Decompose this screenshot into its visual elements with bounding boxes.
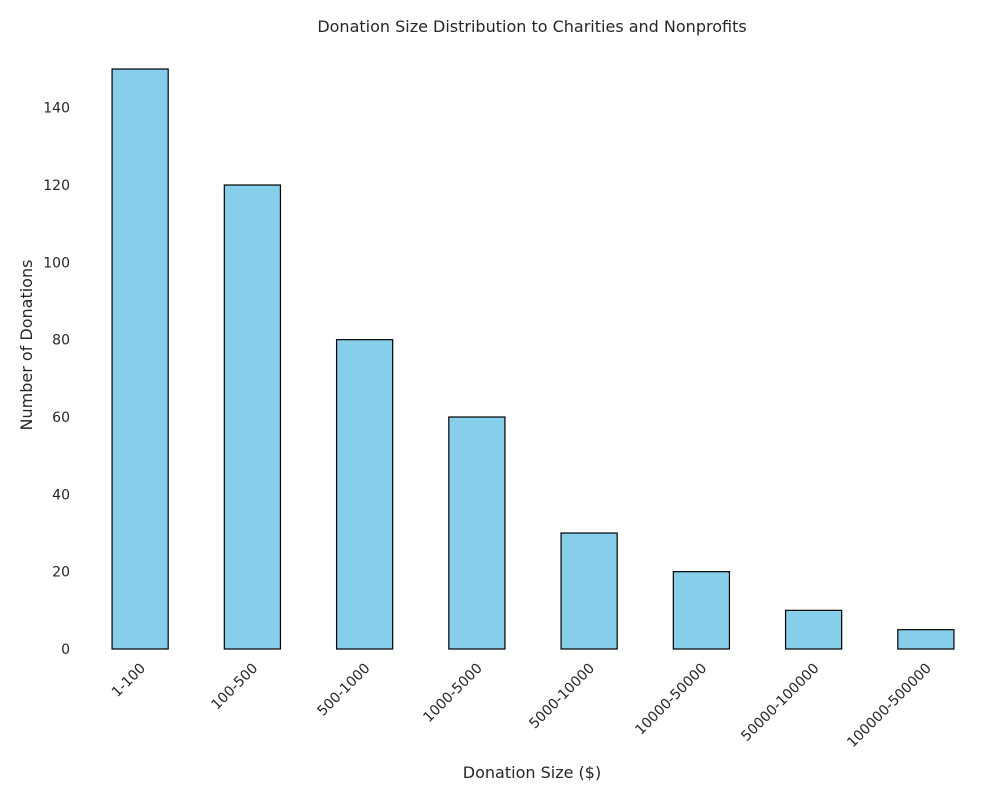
y-tick-label: 0	[61, 642, 70, 658]
bar-10000-50000	[672, 571, 731, 650]
x-tick-label: 500-1000	[314, 661, 373, 720]
x-tick-label: 10000-50000	[632, 661, 710, 739]
x-axis-label: Donation Size ($)	[463, 763, 601, 782]
x-axis-ticks: 1-100 100-500 500-1000 1000-5000 5000-10000 1…	[109, 661, 935, 751]
bar-5000-10000	[560, 532, 618, 650]
y-axis-ticks: 0 20 40 60 80 100 120 140	[43, 101, 70, 658]
bar-500-1000	[335, 339, 394, 650]
y-tick-label: 120	[43, 178, 70, 194]
y-axis-label: Number of Donations	[17, 260, 36, 431]
bar-1000-5000	[448, 416, 506, 650]
bar-100000-500000	[897, 629, 955, 650]
x-tick-label: 100000-500000	[844, 661, 934, 751]
bars-group	[111, 68, 955, 650]
bar-100-500	[223, 184, 282, 650]
chart-title: Donation Size Distribution to Charities …	[317, 17, 746, 36]
y-tick-label: 60	[52, 410, 70, 426]
y-tick-label: 100	[43, 255, 70, 271]
y-tick-label: 20	[52, 565, 70, 581]
x-tick-label: 1-100	[109, 661, 149, 701]
y-tick-label: 80	[52, 333, 70, 349]
x-tick-label: 1000-5000	[420, 661, 485, 726]
x-tick-label: 5000-10000	[526, 661, 598, 733]
bar-50000-100000	[784, 609, 843, 650]
x-tick-label: 100-500	[209, 661, 262, 714]
bar-1-100	[111, 68, 169, 650]
y-tick-label: 140	[43, 101, 70, 117]
y-tick-label: 40	[52, 487, 70, 503]
x-tick-label: 50000-100000	[738, 661, 822, 745]
